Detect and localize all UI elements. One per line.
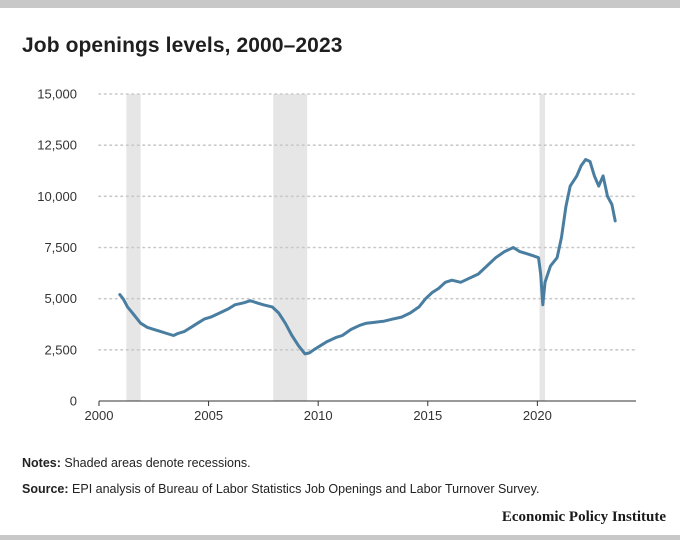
y-tick-label: 0 xyxy=(70,394,77,409)
y-tick-label: 10,000 xyxy=(37,189,77,204)
gridlines xyxy=(98,93,637,351)
x-tick-label: 2000 xyxy=(85,408,114,423)
recession-band-3 xyxy=(539,94,546,401)
x-tick-label: 2010 xyxy=(304,408,333,423)
source-label: Source: xyxy=(22,482,69,496)
notes-line: Notes: Shaded areas denote recessions. xyxy=(22,456,251,470)
y-tick-label: 15,000 xyxy=(37,87,77,102)
y-tick-label: 2,500 xyxy=(44,342,77,357)
x-tick-label: 2015 xyxy=(413,408,442,423)
y-tick-label: 12,500 xyxy=(37,138,77,153)
x-axis: 2000 2005 2010 2015 2020 xyxy=(85,400,636,423)
x-tick-label: 2005 xyxy=(194,408,223,423)
notes-text: Shaded areas denote recessions. xyxy=(64,456,251,470)
y-tick-label: 5,000 xyxy=(44,291,77,306)
y-tick-label: 7,500 xyxy=(44,240,77,255)
series-layer xyxy=(118,158,617,356)
brand-logo-text: Economic Policy Institute xyxy=(501,509,666,525)
source-line: Source: EPI analysis of Bureau of Labor … xyxy=(22,482,539,496)
bottom-bar xyxy=(0,535,680,540)
y-axis: 0 2,500 5,000 7,500 10,000 12,500 15,000 xyxy=(37,87,77,409)
notes-label: Notes: xyxy=(22,456,61,470)
chart-title: Job openings levels, 2000–2023 xyxy=(22,34,343,57)
top-bar xyxy=(0,0,680,8)
source-text: EPI analysis of Bureau of Labor Statisti… xyxy=(72,482,540,496)
series-line-1 xyxy=(118,158,617,356)
x-tick-label: 2020 xyxy=(523,408,552,423)
